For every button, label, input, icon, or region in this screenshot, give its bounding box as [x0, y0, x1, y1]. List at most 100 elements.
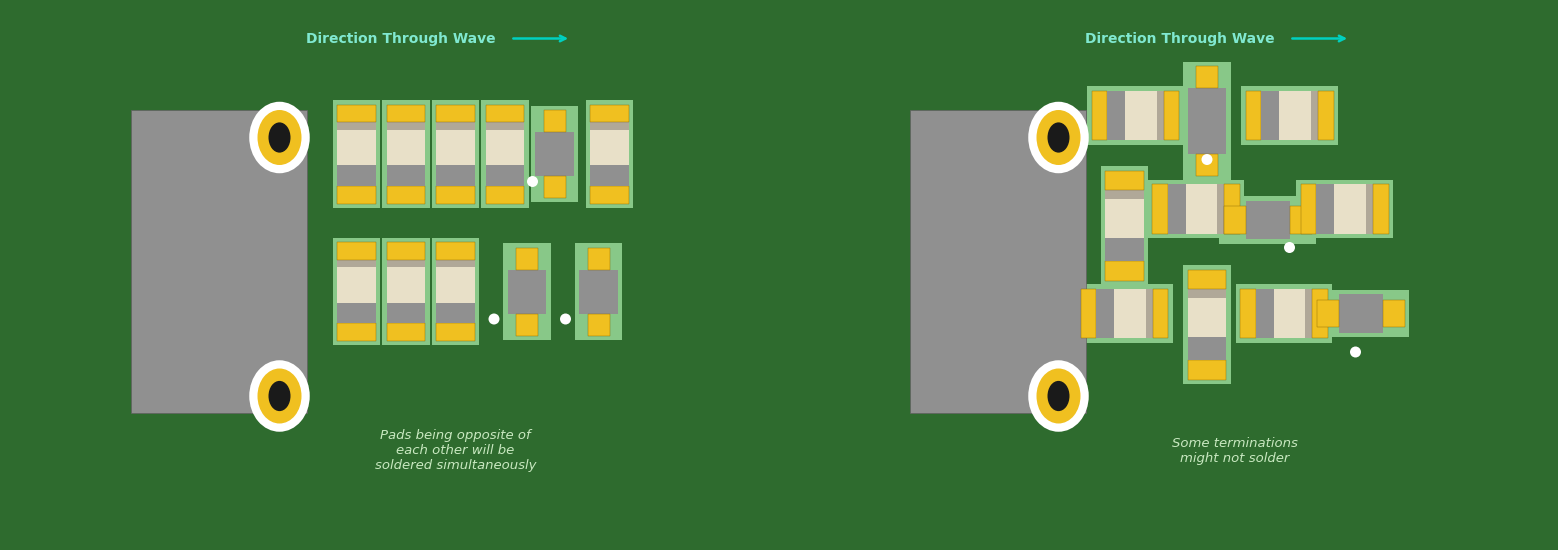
Bar: [436, 166, 475, 186]
Bar: [1187, 337, 1226, 360]
Bar: [590, 122, 629, 130]
Bar: [432, 238, 480, 345]
Bar: [1077, 284, 1173, 343]
Ellipse shape: [1036, 368, 1081, 424]
Ellipse shape: [1047, 381, 1069, 411]
Bar: [1168, 184, 1186, 234]
Bar: [1105, 190, 1144, 261]
Ellipse shape: [1047, 123, 1069, 152]
Bar: [436, 323, 475, 341]
Bar: [1197, 154, 1218, 176]
Bar: [1256, 289, 1274, 338]
Ellipse shape: [257, 110, 302, 165]
Bar: [503, 243, 550, 340]
Ellipse shape: [268, 123, 290, 152]
Bar: [1081, 289, 1097, 338]
Bar: [587, 314, 609, 336]
Bar: [1312, 290, 1410, 337]
Bar: [1310, 91, 1318, 140]
Text: Some terminations
might not solder: Some terminations might not solder: [1172, 437, 1298, 465]
Bar: [531, 106, 578, 202]
Bar: [1317, 184, 1334, 234]
Bar: [337, 104, 375, 122]
Bar: [590, 186, 629, 204]
Bar: [436, 186, 475, 204]
Bar: [586, 100, 633, 208]
Bar: [1317, 300, 1338, 327]
Bar: [1384, 300, 1405, 327]
Bar: [1217, 184, 1225, 234]
Bar: [1108, 91, 1164, 140]
Bar: [1338, 294, 1384, 333]
Bar: [436, 122, 475, 130]
Bar: [910, 110, 1086, 412]
Circle shape: [1349, 346, 1362, 358]
Bar: [432, 100, 480, 208]
Bar: [337, 242, 375, 260]
Bar: [536, 132, 573, 176]
Text: Pads being opposite of
each other will be
soldered simultaneously: Pads being opposite of each other will b…: [375, 430, 536, 472]
Bar: [436, 260, 475, 267]
Bar: [1240, 289, 1256, 338]
Bar: [1184, 265, 1231, 384]
Ellipse shape: [268, 381, 290, 411]
Bar: [386, 122, 425, 186]
Bar: [1318, 91, 1334, 140]
Bar: [436, 242, 475, 260]
Bar: [1184, 62, 1231, 180]
Bar: [337, 122, 375, 130]
Bar: [544, 110, 566, 132]
Bar: [1108, 91, 1125, 140]
Bar: [386, 104, 425, 122]
Bar: [1290, 206, 1312, 234]
Bar: [516, 248, 538, 270]
Bar: [486, 104, 523, 122]
Bar: [333, 100, 380, 208]
Bar: [436, 303, 475, 323]
Bar: [386, 260, 425, 323]
Bar: [590, 166, 629, 186]
Bar: [1187, 289, 1226, 360]
Bar: [486, 122, 523, 186]
Ellipse shape: [1036, 110, 1081, 165]
Bar: [333, 238, 380, 345]
Ellipse shape: [257, 368, 302, 424]
Bar: [382, 100, 430, 208]
Bar: [386, 122, 425, 130]
Bar: [1097, 289, 1153, 338]
Bar: [386, 166, 425, 186]
Bar: [386, 303, 425, 323]
Bar: [1105, 190, 1144, 199]
Circle shape: [1284, 242, 1295, 253]
Bar: [1148, 180, 1245, 238]
Bar: [386, 186, 425, 204]
Bar: [1256, 289, 1312, 338]
Bar: [1187, 360, 1226, 379]
Bar: [1245, 201, 1290, 239]
Bar: [481, 100, 528, 208]
Bar: [587, 248, 609, 270]
Bar: [1245, 91, 1262, 140]
Bar: [1168, 184, 1225, 234]
Bar: [486, 186, 523, 204]
Bar: [1312, 289, 1327, 338]
Ellipse shape: [1028, 360, 1089, 432]
Bar: [1235, 284, 1332, 343]
Bar: [1373, 184, 1388, 234]
Bar: [436, 122, 475, 186]
Bar: [337, 122, 375, 186]
Bar: [1158, 91, 1164, 140]
Bar: [486, 122, 523, 130]
Ellipse shape: [249, 102, 310, 173]
Bar: [1262, 91, 1318, 140]
Bar: [1145, 289, 1153, 338]
Bar: [1105, 261, 1144, 280]
Bar: [590, 104, 629, 122]
Bar: [1105, 170, 1144, 190]
Bar: [1306, 289, 1312, 338]
Bar: [337, 303, 375, 323]
Bar: [1242, 86, 1338, 145]
Circle shape: [1201, 154, 1212, 165]
Bar: [508, 270, 547, 314]
Bar: [1187, 88, 1226, 154]
